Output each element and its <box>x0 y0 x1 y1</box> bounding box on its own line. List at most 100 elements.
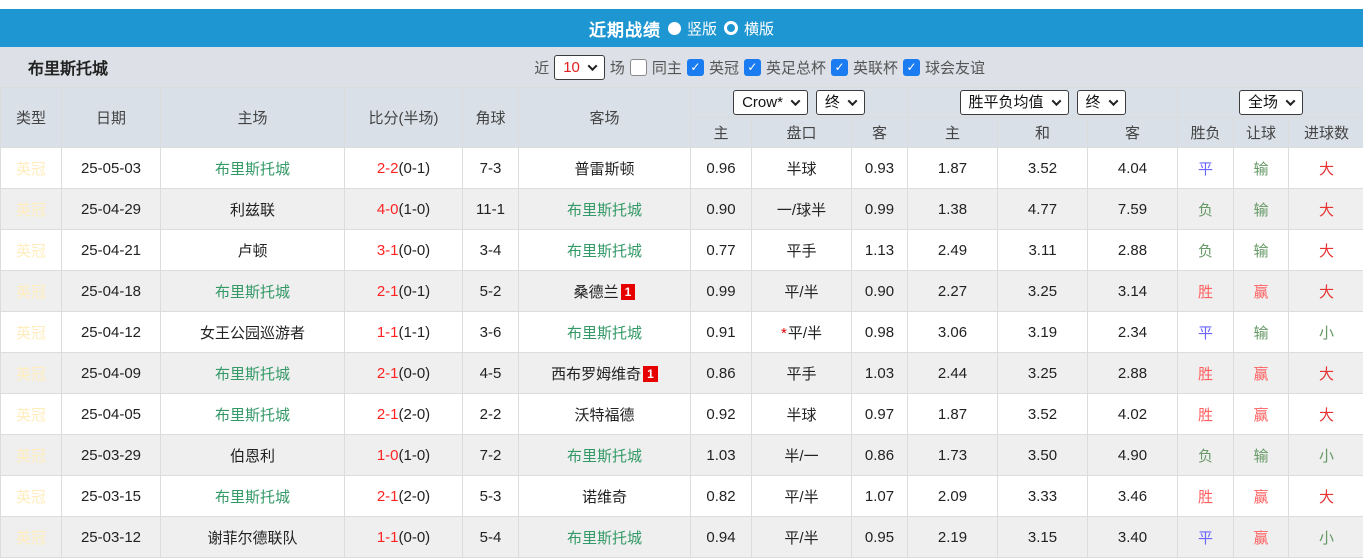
result-cell: 负 <box>1177 229 1235 271</box>
header-result: 胜负 <box>1177 117 1235 148</box>
same-home-checkbox[interactable] <box>629 58 647 76</box>
league-badge: 英冠 <box>0 393 62 435</box>
league-filter-label-league-cup[interactable]: 英联杯 <box>852 59 898 77</box>
layout-radio-vertical[interactable]: 竖版 <box>667 18 717 39</box>
mean-draw-odds: 3.15 <box>997 516 1089 558</box>
asian-handicap: 半球 <box>751 147 852 189</box>
bookmaker-select[interactable]: Crow* <box>733 90 808 115</box>
corners-cell: 11-1 <box>462 188 519 230</box>
goals-value: 大 <box>1319 488 1335 506</box>
asian-away-odds: 0.95 <box>850 516 909 558</box>
score-cell: 1-0(1-0) <box>344 434 463 476</box>
away-team-name: 布里斯托城 <box>566 201 642 219</box>
mean-time-select[interactable]: 终 <box>1076 90 1126 115</box>
mean-home-odds: 1.73 <box>907 434 999 476</box>
league-filter-checkbox-league-cup[interactable]: ✓ <box>830 58 848 76</box>
mean-odds-select-value: 胜平负均值 <box>968 94 1044 111</box>
goals-value: 小 <box>1319 324 1335 342</box>
result-cell: 负 <box>1177 434 1235 476</box>
page-title: 近期战绩 <box>588 20 661 40</box>
score-cell: 2-1(0-1) <box>344 270 463 312</box>
radio-vertical-label: 竖版 <box>686 20 717 38</box>
handicap-name: 平/半 <box>784 283 819 301</box>
mean-odds-group-header: 胜平负均值 终 <box>907 87 1179 118</box>
goals-value: 大 <box>1319 365 1335 383</box>
header-away: 客场 <box>518 87 691 148</box>
header-odds-home: 主 <box>690 117 752 148</box>
full-time-score: 1-1 <box>376 528 399 546</box>
chevron-down-icon <box>1285 96 1296 107</box>
half-time-score: (0-0) <box>398 364 431 382</box>
home-team-cell: 布里斯托城 <box>160 147 345 189</box>
result-value: 胜 <box>1198 406 1214 424</box>
league-badge: 英冠 <box>0 434 62 476</box>
same-home-label[interactable]: 同主 <box>651 59 682 77</box>
asian-home-odds: 1.03 <box>690 434 752 476</box>
home-team-name: 布里斯托城 <box>214 160 290 178</box>
corners-cell: 3-4 <box>462 229 519 271</box>
header-score: 比分(半场) <box>344 87 463 148</box>
handicap-name: 半球 <box>786 160 817 178</box>
goals-cell: 大 <box>1288 270 1363 312</box>
asian-home-odds: 0.99 <box>690 270 752 312</box>
goals-value: 大 <box>1319 283 1335 301</box>
league-filter-label-friendly[interactable]: 球会友谊 <box>924 59 985 77</box>
league-filter-checkbox-fa-cup[interactable]: ✓ <box>743 58 761 76</box>
mean-home-odds: 2.49 <box>907 229 999 271</box>
away-team-name: 桑德兰 <box>573 283 619 301</box>
header-goals: 进球数 <box>1288 117 1363 148</box>
corners-cell: 7-2 <box>462 434 519 476</box>
asian-handicap: 平/半 <box>751 475 852 517</box>
asian-handicap: 半/一 <box>751 434 852 476</box>
match-date: 25-03-29 <box>61 434 161 476</box>
home-team-name: 卢顿 <box>237 242 268 260</box>
league-filter-checkbox-championship[interactable]: ✓ <box>686 58 704 76</box>
away-team-name: 布里斯托城 <box>566 447 642 465</box>
radio-selected-icon <box>667 21 681 35</box>
mean-away-odds: 4.02 <box>1087 393 1179 435</box>
mean-away-odds: 3.46 <box>1087 475 1179 517</box>
score-cell: 2-1(2-0) <box>344 475 463 517</box>
near-label: 近 <box>534 59 550 77</box>
table-row: 英冠 25-04-29 利兹联 4-0(1-0) 11-1 布里斯托城 0.90 一/球半 0.… <box>0 188 1363 230</box>
header-corners: 角球 <box>462 87 519 148</box>
full-time-score: 2-2 <box>376 159 399 177</box>
mean-away-odds: 3.40 <box>1087 516 1179 558</box>
table-row: 英冠 25-04-09 布里斯托城 2-1(0-0) 4-5 西布罗姆维奇 1 0.86 平手 1… <box>0 352 1363 394</box>
match-count-select[interactable]: 10 <box>554 54 605 80</box>
table-row: 英冠 25-05-03 布里斯托城 2-2(0-1) 7-3 普雷斯顿 0.96 半球 0.93… <box>0 147 1363 189</box>
half-time-score: (2-0) <box>398 487 431 505</box>
table-row: 英冠 25-04-21 卢顿 3-1(0-0) 3-4 布里斯托城 0.77 平手 1.13 2.… <box>0 229 1363 271</box>
goals-value: 大 <box>1319 406 1335 424</box>
league-filter-checkbox-friendly[interactable]: ✓ <box>902 58 920 76</box>
handicap-result-value: 输 <box>1253 160 1269 178</box>
header-home: 主场 <box>160 87 345 148</box>
league-filter-label-fa-cup[interactable]: 英足总杯 <box>765 59 826 77</box>
header-odds-handicap: 盘口 <box>751 117 852 148</box>
mean-odds-select[interactable]: 胜平负均值 <box>959 90 1069 115</box>
away-team-cell: 西布罗姆维奇 1 <box>518 352 691 394</box>
live-odds-star-icon: * <box>780 324 787 342</box>
mean-home-odds: 1.38 <box>907 188 999 230</box>
asian-home-odds: 0.91 <box>690 311 752 353</box>
home-team-cell: 布里斯托城 <box>160 352 345 394</box>
score-cell: 1-1(0-0) <box>344 516 463 558</box>
handicap-result-cell: 输 <box>1233 188 1290 230</box>
away-team-name: 布里斯托城 <box>566 529 642 547</box>
odds-time-select[interactable]: 终 <box>815 90 865 115</box>
fulltime-select[interactable]: 全场 <box>1239 90 1304 115</box>
home-team-name: 女王公园巡游者 <box>199 324 305 342</box>
handicap-result-cell: 赢 <box>1233 516 1290 558</box>
away-team-name: 西布罗姆维奇 <box>551 365 642 383</box>
away-team-cell: 诺维奇 <box>518 475 691 517</box>
league-filter-label-championship[interactable]: 英冠 <box>708 59 739 77</box>
result-cell: 负 <box>1177 188 1235 230</box>
layout-radio-horizontal[interactable]: 横版 <box>724 18 774 39</box>
table-row: 英冠 25-04-18 布里斯托城 2-1(0-1) 5-2 桑德兰 1 0.99 平/半 0.9… <box>0 270 1363 312</box>
asian-handicap: 半球 <box>751 393 852 435</box>
score-cell: 2-1(2-0) <box>344 393 463 435</box>
result-cell: 胜 <box>1177 393 1235 435</box>
asian-home-odds: 0.96 <box>690 147 752 189</box>
match-date: 25-04-18 <box>61 270 161 312</box>
goals-cell: 小 <box>1288 311 1363 353</box>
